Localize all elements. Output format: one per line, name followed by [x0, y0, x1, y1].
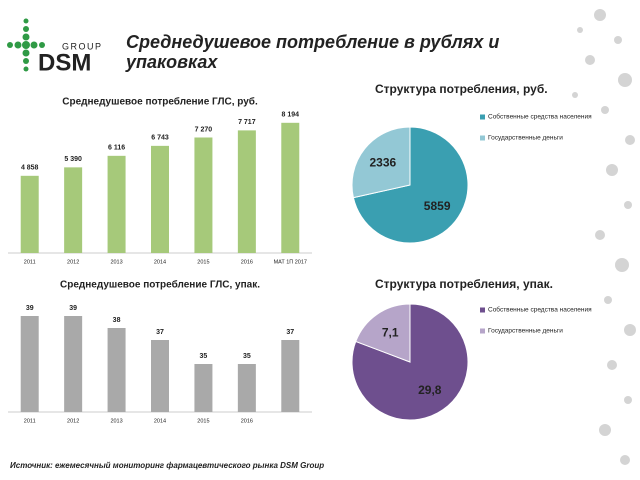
data-label: 8 194	[282, 112, 300, 119]
bar	[151, 145, 169, 253]
bar	[64, 316, 83, 412]
bar	[281, 340, 300, 412]
x-tick-label: 2011	[24, 418, 36, 424]
data-label: 7 270	[195, 126, 213, 133]
data-label: 35	[243, 353, 251, 360]
x-tick-label: 2011	[24, 259, 36, 265]
x-tick-label: 2012	[67, 418, 79, 424]
pie-slice	[352, 126, 469, 244]
bar	[64, 167, 83, 253]
decoration	[572, 9, 636, 465]
x-tick-label: 2016	[241, 418, 253, 424]
legend-label: Государственные деньги	[488, 328, 563, 335]
legend-swatch	[480, 135, 485, 141]
data-label: 29,8	[418, 383, 442, 397]
data-label: 37	[156, 329, 164, 336]
bar	[237, 130, 256, 253]
source: Источник: ежемесячный мониторинг фармаце…	[10, 461, 324, 470]
data-label: 2336	[369, 155, 396, 169]
data-label: 4 858	[21, 165, 39, 172]
x-tick-label: 2014	[154, 418, 166, 424]
legend-swatch	[480, 328, 485, 334]
bar	[194, 364, 213, 412]
legend-label: Собственные средства населения	[488, 113, 592, 121]
data-label: 7,1	[382, 326, 399, 340]
chart-title: Структура потребления, руб.	[375, 82, 548, 96]
bar	[281, 122, 300, 253]
bar	[20, 316, 39, 412]
bar	[107, 155, 126, 253]
bar	[151, 340, 169, 412]
bar	[107, 328, 126, 412]
data-label: 35	[200, 353, 208, 360]
pie-slice	[355, 303, 411, 363]
data-label: 6 743	[151, 135, 169, 142]
chart-title: Среднедушевое потребление ГЛС, руб.	[62, 96, 258, 108]
bar	[194, 137, 213, 253]
x-tick-label: 2012	[67, 259, 79, 265]
logo-group: GROUP	[62, 41, 103, 51]
x-tick-label: 2013	[110, 418, 122, 424]
data-label: 38	[113, 317, 121, 324]
legend-swatch	[480, 307, 485, 313]
logo: GROUP DSM	[7, 18, 103, 76]
x-tick-label: 2013	[110, 259, 122, 265]
data-label: 39	[26, 305, 34, 312]
data-label: 5 390	[64, 156, 82, 163]
pie-slice	[351, 126, 411, 199]
bar	[237, 364, 256, 412]
x-tick-label: 2014	[154, 259, 166, 265]
x-tick-label: 2015	[197, 259, 209, 265]
chart-title: Среднедушевое потребление ГЛС, упак.	[60, 279, 260, 291]
data-label: 5859	[424, 199, 451, 213]
data-label: 7 717	[238, 119, 256, 126]
x-tick-label: 2015	[197, 418, 209, 424]
legend-label: Государственные деньги	[488, 135, 563, 142]
bar	[20, 175, 39, 253]
slide-title: Среднедушевое потребление в рублях и упак…	[125, 32, 499, 72]
legend-swatch	[480, 114, 485, 120]
data-label: 6 116	[108, 145, 125, 152]
logo-name: DSM	[38, 49, 91, 76]
chart-title: Структура потребления, упак.	[375, 277, 553, 291]
x-tick-label: 2016	[241, 259, 253, 265]
data-label: 37	[286, 329, 294, 336]
data-label: 39	[69, 305, 77, 312]
legend-label: Собственные средства населения	[488, 306, 592, 314]
x-tick-label: MAT 1П 2017	[274, 259, 307, 265]
